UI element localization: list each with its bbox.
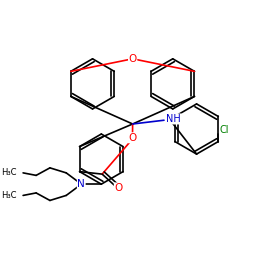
Text: Cl: Cl <box>220 125 229 135</box>
Text: NH: NH <box>166 114 181 124</box>
Text: O: O <box>128 54 137 64</box>
Text: N: N <box>77 179 85 189</box>
Text: H₃C: H₃C <box>1 191 17 200</box>
Text: H₃C: H₃C <box>1 168 17 177</box>
Text: O: O <box>128 133 136 143</box>
Text: O: O <box>114 183 123 193</box>
